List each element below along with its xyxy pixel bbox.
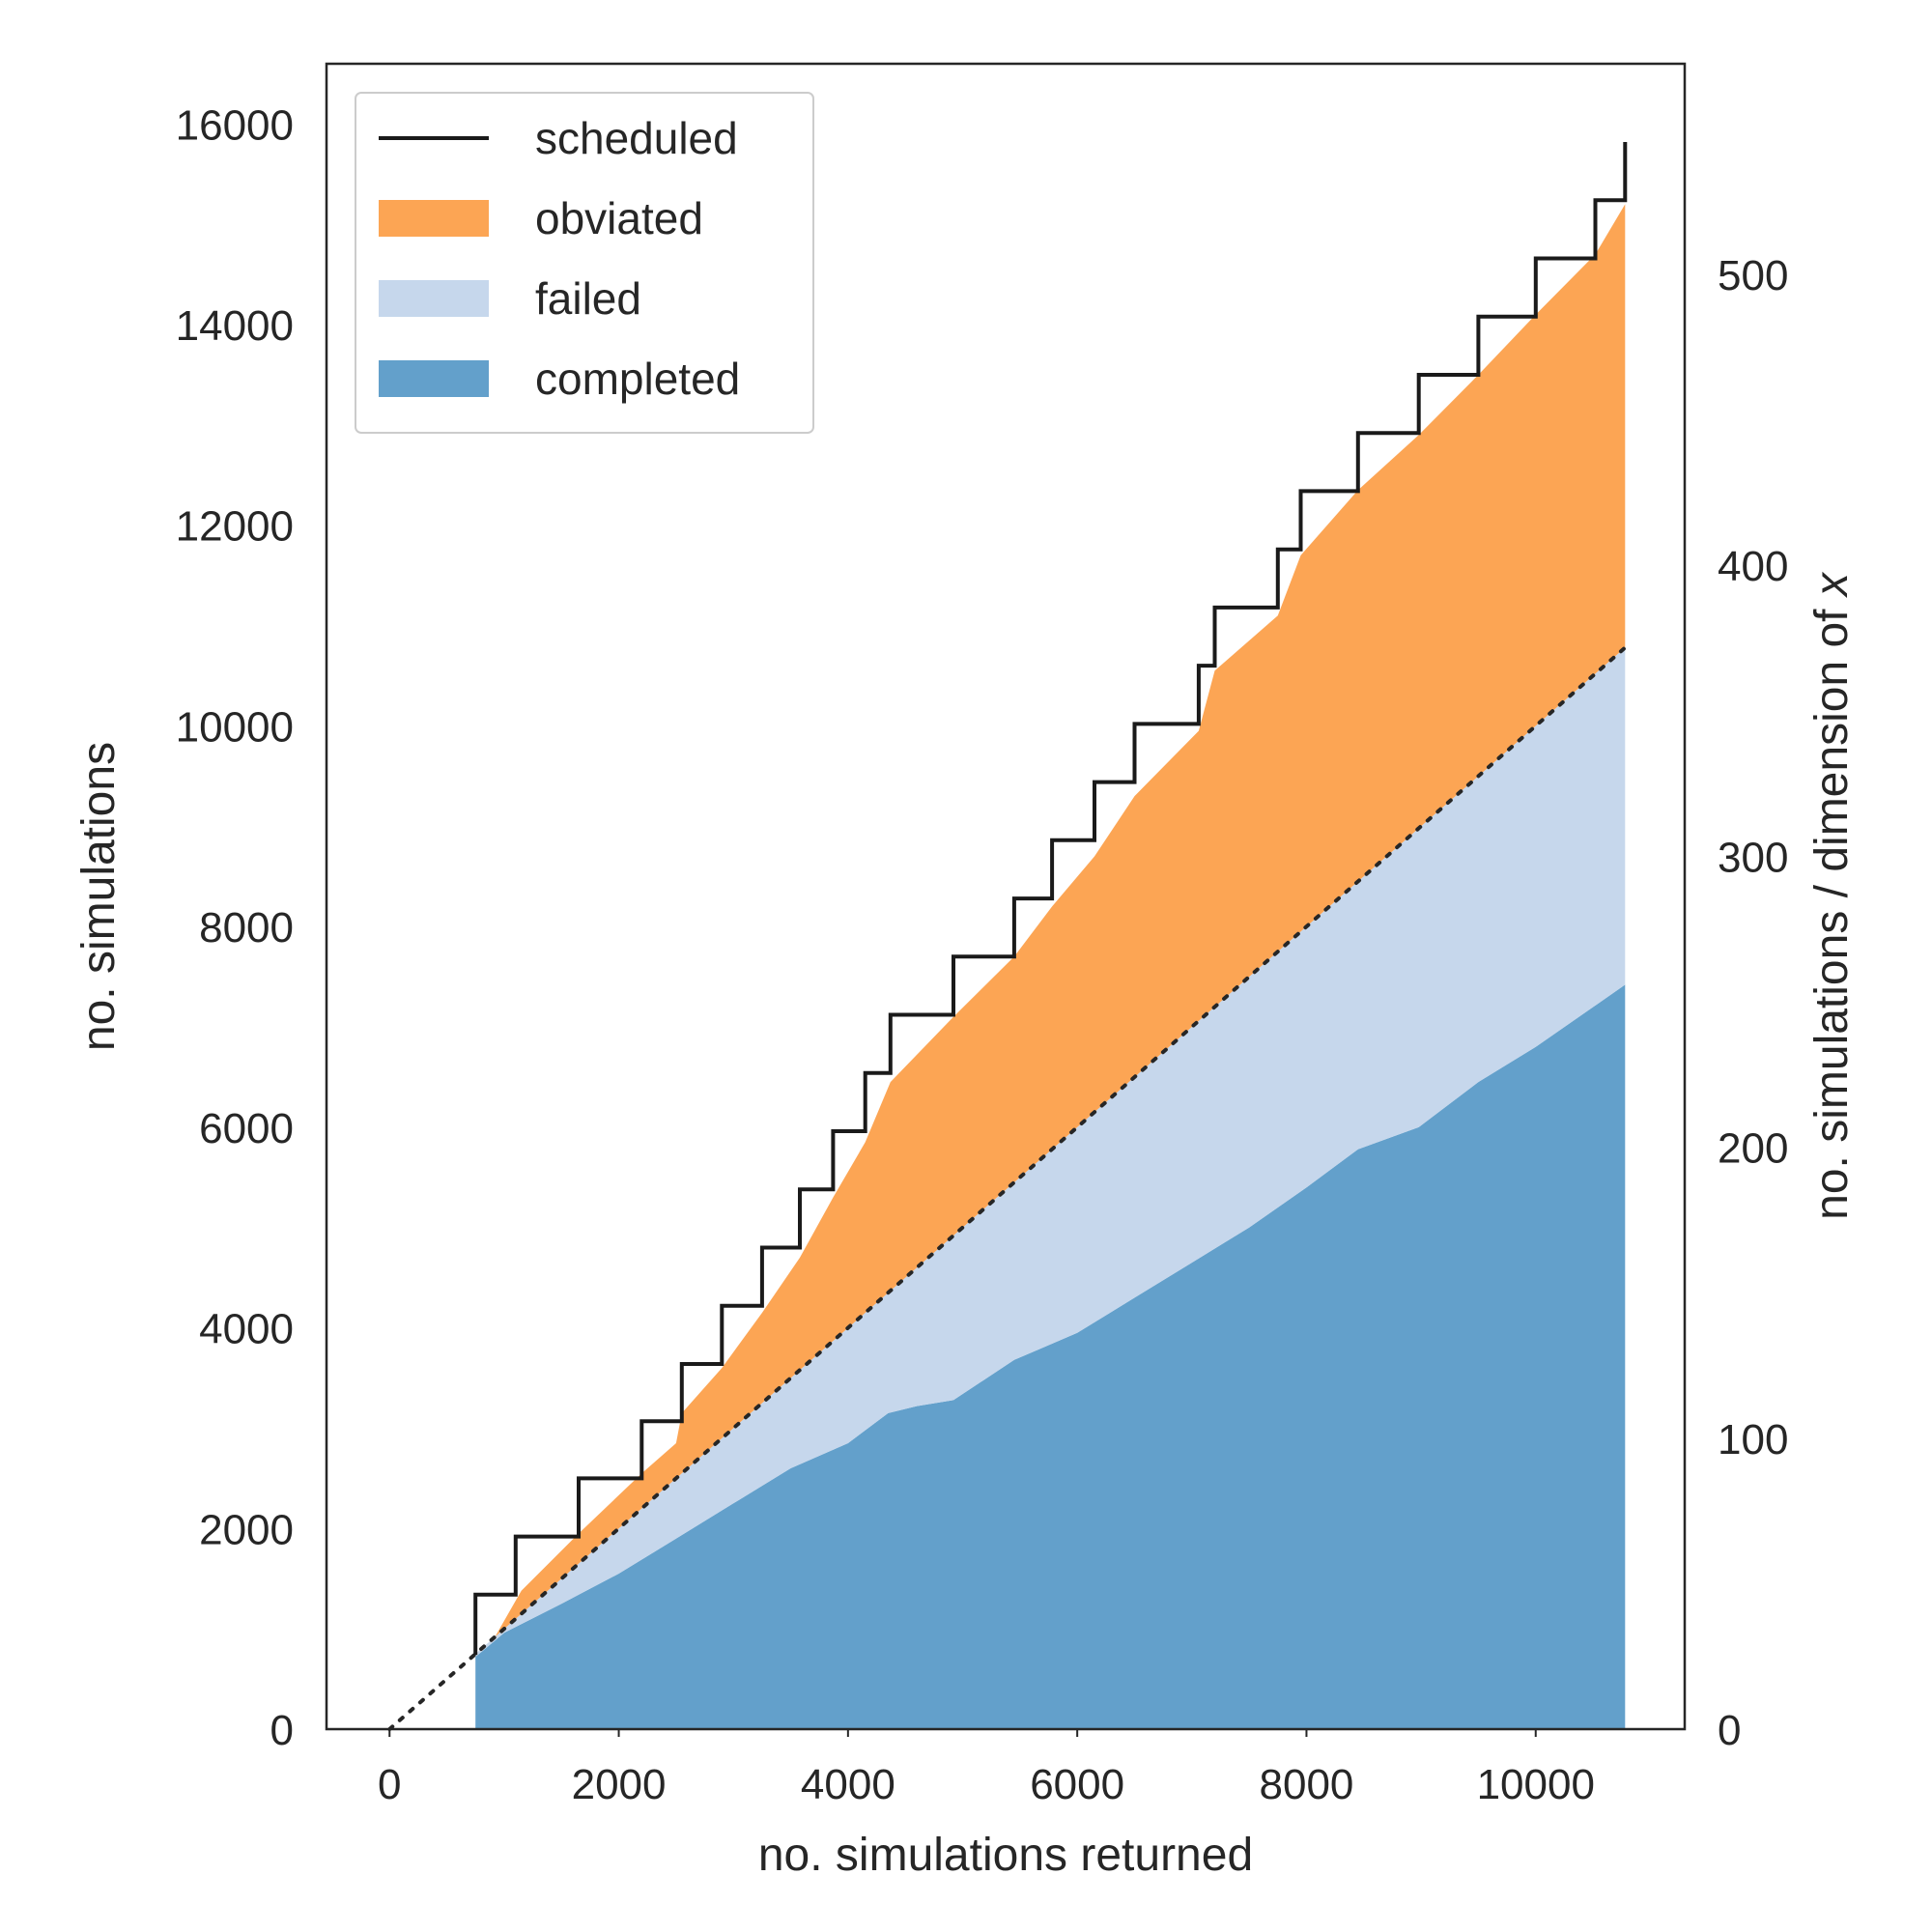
area-obviated <box>495 204 1626 1637</box>
diagonal-line <box>387 645 1628 1731</box>
legend-swatch-failed <box>379 280 489 317</box>
right-y-tick-label: 400 <box>1718 543 1788 590</box>
y-tick-label: 4000 <box>199 1306 294 1353</box>
y-axis-label-right-var: x <box>1806 571 1858 598</box>
scheduled-line-path <box>473 142 1628 1656</box>
scheduled-line <box>473 142 1628 1656</box>
y-ticks-right: 0 100 200 300 400 500 <box>1718 252 1788 1754</box>
x-axis-label: no. simulations returned <box>758 1830 1253 1881</box>
x-tick-label: 10000 <box>1477 1761 1595 1808</box>
y-tick-label: 0 <box>270 1707 294 1754</box>
legend-label-scheduled: scheduled <box>535 113 738 163</box>
legend-label-completed: completed <box>535 354 740 404</box>
y-axis-label-right-prefix: no. simulations / dimension of <box>1806 596 1858 1220</box>
legend: scheduled obviated failed completed <box>355 92 814 434</box>
legend-label-failed: failed <box>535 273 641 324</box>
identity-line <box>387 645 1628 1731</box>
legend-swatch-completed <box>379 360 489 397</box>
legend-label-obviated: obviated <box>535 193 703 243</box>
y-axis-label-right: no. simulations / dimension of x <box>1806 571 1858 1220</box>
right-y-tick-label: 500 <box>1718 252 1788 299</box>
y-ticks-left: 0 2000 4000 6000 8000 10000 12000 14000 16000 <box>176 101 294 1754</box>
right-y-tick-label: 100 <box>1718 1416 1788 1463</box>
x-tick-label: 0 <box>378 1761 401 1808</box>
right-y-tick-label: 300 <box>1718 834 1788 881</box>
right-y-tick-label: 0 <box>1718 1707 1741 1754</box>
y-tick-label: 14000 <box>176 302 294 350</box>
y-tick-label: 10000 <box>176 703 294 751</box>
legend-swatch-obviated <box>379 200 489 237</box>
x-tick-label: 4000 <box>801 1761 895 1808</box>
area-completed <box>475 984 1626 1729</box>
y-tick-label: 12000 <box>176 503 294 551</box>
x-ticks: 0 2000 4000 6000 8000 10000 <box>378 1729 1595 1808</box>
y-tick-label: 6000 <box>199 1105 294 1152</box>
x-tick-label: 8000 <box>1260 1761 1354 1808</box>
x-tick-label: 6000 <box>1030 1761 1124 1808</box>
y-tick-label: 2000 <box>199 1506 294 1553</box>
x-tick-label: 2000 <box>572 1761 667 1808</box>
completed-area <box>475 984 1626 1729</box>
legend-box <box>355 92 814 434</box>
y-tick-label: 16000 <box>176 101 294 149</box>
y-axis-label: no. simulations <box>73 742 125 1051</box>
right-y-tick-label: 200 <box>1718 1125 1788 1173</box>
plot-frame <box>325 62 1687 1731</box>
obviated-area <box>495 204 1626 1637</box>
y-tick-label: 8000 <box>199 904 294 952</box>
